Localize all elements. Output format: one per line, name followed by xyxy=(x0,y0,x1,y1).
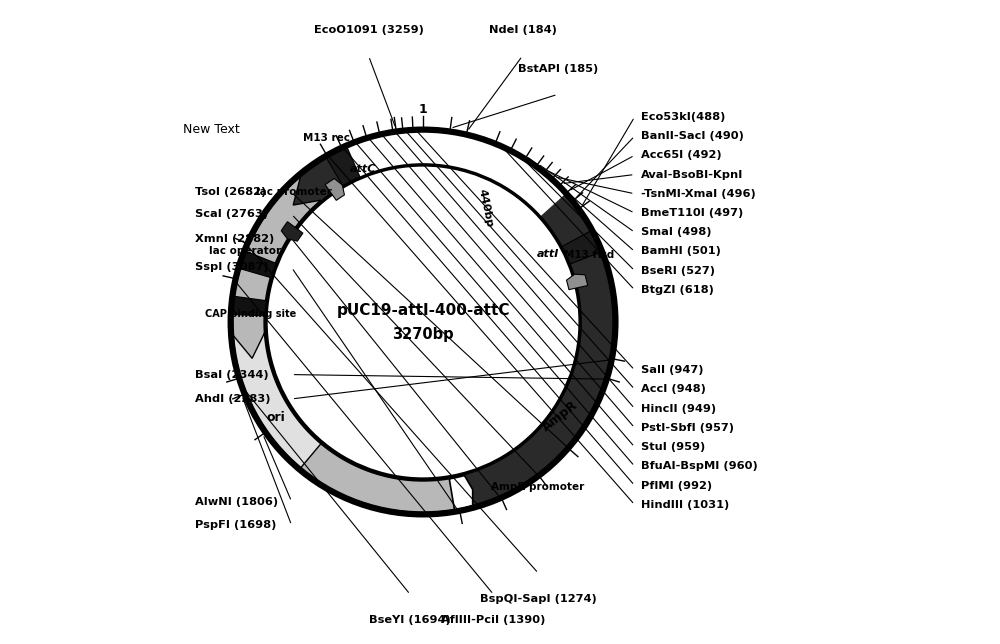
Text: AlwNI (1806): AlwNI (1806) xyxy=(195,497,279,507)
Text: SalI (947): SalI (947) xyxy=(641,365,704,375)
Text: 440bp: 440bp xyxy=(476,187,494,228)
Text: BseRI (527): BseRI (527) xyxy=(641,266,715,276)
Text: lac promoter: lac promoter xyxy=(256,187,332,198)
Text: SmaI (498): SmaI (498) xyxy=(641,227,712,237)
Text: AflIII-PciI (1390): AflIII-PciI (1390) xyxy=(441,615,546,625)
Polygon shape xyxy=(562,231,601,264)
Text: M13 rec: M13 rec xyxy=(303,133,350,143)
Polygon shape xyxy=(239,251,277,278)
Text: AccI (948): AccI (948) xyxy=(641,384,706,394)
Polygon shape xyxy=(281,222,303,241)
Wedge shape xyxy=(231,129,615,515)
Text: ori: ori xyxy=(267,411,285,424)
Text: lac operator: lac operator xyxy=(209,245,281,256)
Text: StuI (959): StuI (959) xyxy=(641,442,705,452)
Text: NdeI (184): NdeI (184) xyxy=(489,25,556,35)
Text: AmpR: AmpR xyxy=(540,398,580,433)
Wedge shape xyxy=(231,193,473,515)
Text: pUC19-attI-400-attC: pUC19-attI-400-attC xyxy=(336,303,510,318)
Text: XmnI (2882): XmnI (2882) xyxy=(195,234,275,243)
Text: HincII (949): HincII (949) xyxy=(641,404,716,413)
Polygon shape xyxy=(449,475,473,510)
Text: CAP binding site: CAP binding site xyxy=(205,309,296,319)
Text: M13 fwd: M13 fwd xyxy=(564,250,614,260)
Text: PspFI (1698): PspFI (1698) xyxy=(195,520,277,530)
Text: BspQI-SapI (1274): BspQI-SapI (1274) xyxy=(480,594,597,604)
Text: 1: 1 xyxy=(419,102,427,116)
Polygon shape xyxy=(566,274,588,290)
Text: SspI (3087): SspI (3087) xyxy=(195,263,269,272)
Polygon shape xyxy=(326,146,360,186)
Text: BsaI (2344): BsaI (2344) xyxy=(195,370,269,379)
Text: attI: attI xyxy=(537,249,560,259)
Text: -TsnMI-XmaI (496): -TsnMI-XmaI (496) xyxy=(641,189,756,199)
Text: Eco53kI(488): Eco53kI(488) xyxy=(641,112,725,122)
Text: BanII-SacI (490): BanII-SacI (490) xyxy=(641,131,744,141)
Text: HindIII (1031): HindIII (1031) xyxy=(641,500,729,510)
Text: attC: attC xyxy=(350,164,376,174)
Text: AmpR promoter: AmpR promoter xyxy=(491,482,584,492)
Text: BstAPI (185): BstAPI (185) xyxy=(518,64,598,73)
Text: New Text: New Text xyxy=(183,123,239,136)
Text: TsoI (2682): TsoI (2682) xyxy=(195,187,267,198)
Text: AhdI (2283): AhdI (2283) xyxy=(195,394,271,404)
Text: BseYI (1694): BseYI (1694) xyxy=(369,615,451,625)
Text: PstI-SbfI (957): PstI-SbfI (957) xyxy=(641,423,734,433)
Text: ScaI (2763): ScaI (2763) xyxy=(195,209,269,219)
Text: BmeT110I (497): BmeT110I (497) xyxy=(641,208,743,218)
Text: BtgZI (618): BtgZI (618) xyxy=(641,285,714,295)
Polygon shape xyxy=(233,176,463,513)
Text: BfuAI-BspMI (960): BfuAI-BspMI (960) xyxy=(641,461,758,471)
Text: 3270bp: 3270bp xyxy=(392,327,454,343)
Text: BamHI (501): BamHI (501) xyxy=(641,247,721,256)
Text: Acc65I (492): Acc65I (492) xyxy=(641,150,722,160)
Polygon shape xyxy=(231,296,267,316)
Polygon shape xyxy=(233,333,321,468)
Text: EcoO1091 (3259): EcoO1091 (3259) xyxy=(314,25,423,35)
Text: AvaI-BsoBI-KpnI: AvaI-BsoBI-KpnI xyxy=(641,169,743,180)
Text: PflMI (992): PflMI (992) xyxy=(641,480,712,491)
Polygon shape xyxy=(325,178,344,200)
Wedge shape xyxy=(231,147,615,515)
